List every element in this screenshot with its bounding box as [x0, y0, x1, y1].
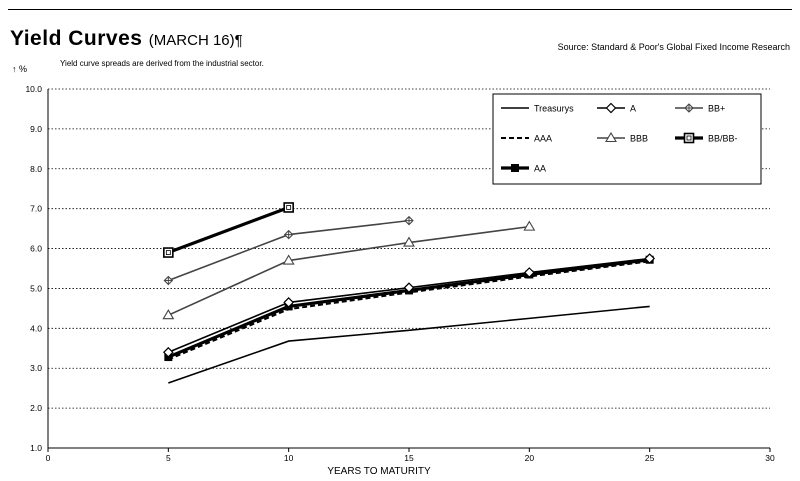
- marker-square-inner: [686, 135, 692, 141]
- legend-label: BB/BB-: [708, 134, 738, 144]
- series-line-bb: [168, 219, 410, 282]
- legend-label: BB+: [708, 104, 725, 114]
- marker-triangle: [605, 131, 617, 143]
- legend-item-treasurys: Treasurys: [501, 104, 574, 114]
- point-bbb: [282, 254, 295, 265]
- point-a: [283, 297, 295, 308]
- point-bb: [283, 229, 294, 240]
- y-unit-label: ↑ %: [12, 64, 28, 74]
- marker-square-inner: [286, 205, 292, 210]
- legend-label: AAA: [534, 134, 552, 144]
- point-a: [644, 253, 656, 264]
- point-bb-bb: [163, 247, 174, 258]
- legend-label: AA: [534, 164, 546, 174]
- title-text: Yield Curves: [10, 27, 143, 50]
- point-bb: [163, 275, 174, 286]
- series-line-treasurys: [168, 305, 650, 384]
- point-a: [523, 267, 535, 278]
- page-title: Yield Curves (MARCH 16)¶: [10, 27, 243, 51]
- y-tick-label: 2.0: [30, 403, 42, 413]
- series-line-a: [168, 257, 650, 354]
- legend-item-bb-bb: BB/BB-: [675, 132, 738, 144]
- point-bbb: [403, 236, 415, 247]
- y-tick-label: 4.0: [30, 323, 42, 333]
- legend-item-a: A: [597, 102, 636, 114]
- marker-square-inner: [165, 250, 171, 255]
- legend-item-bbb: BBB: [597, 131, 648, 144]
- marker-square-outer: [283, 202, 294, 213]
- y-tick-label: 8.0: [30, 164, 42, 174]
- y-unit-text: %: [19, 64, 28, 74]
- marker-open-square: [683, 132, 695, 144]
- marker-filled-square: [511, 164, 519, 172]
- series-line-aa: [167, 258, 650, 359]
- x-tick-label: 10: [284, 453, 294, 463]
- y-tick-label: 7.0: [30, 204, 42, 214]
- x-tick-label: 15: [404, 453, 414, 463]
- marker-plus-diamond: [684, 103, 694, 113]
- point-bb: [404, 215, 414, 226]
- source-note: Source: Standard & Poor's Global Fixed I…: [557, 42, 790, 52]
- marker-square-outer: [683, 132, 695, 144]
- x-tick-label: 0: [46, 453, 51, 463]
- legend-label: Treasurys: [534, 104, 574, 114]
- legend-item-aa: AA: [501, 164, 546, 174]
- legend-item-aaa: AAA: [501, 134, 552, 144]
- top-rule: [8, 9, 792, 10]
- title-date: (MARCH 16)¶: [148, 32, 243, 49]
- y-tick-label: 10.0: [25, 84, 42, 94]
- x-axis-title: YEARS TO MATURITY: [327, 466, 431, 477]
- point-a: [403, 282, 415, 293]
- series-line-aaa: [167, 260, 650, 361]
- legend-item-bb: BB+: [675, 103, 725, 114]
- point-bb-bb: [283, 202, 294, 213]
- y-tick-label: 9.0: [30, 124, 42, 134]
- legend: Treasurys A BB+ AAA BBB BB/BB- AA: [492, 93, 762, 185]
- x-tick-label: 30: [765, 453, 775, 463]
- series-line-bbb: [168, 225, 530, 316]
- marker-diamond: [605, 102, 617, 114]
- chart-subtitle: Yield curve spreads are derived from the…: [60, 59, 264, 68]
- legend-label: BBB: [630, 134, 648, 144]
- x-tick-label: 5: [166, 453, 171, 463]
- y-tick-label: 1.0: [30, 443, 42, 453]
- y-tick-label: 3.0: [30, 363, 42, 373]
- point-bbb: [523, 220, 536, 231]
- series-line-bb-bb: [167, 205, 290, 255]
- point-a: [162, 346, 174, 358]
- y-tick-label: 5.0: [30, 283, 42, 293]
- x-tick-label: 20: [525, 453, 535, 463]
- x-tick-label: 25: [645, 453, 655, 463]
- point-bbb: [162, 309, 175, 320]
- y-tick-label: 6.0: [30, 244, 42, 254]
- legend-label: A: [630, 104, 636, 114]
- legend-box: [492, 93, 762, 185]
- marker-square-outer: [163, 247, 174, 258]
